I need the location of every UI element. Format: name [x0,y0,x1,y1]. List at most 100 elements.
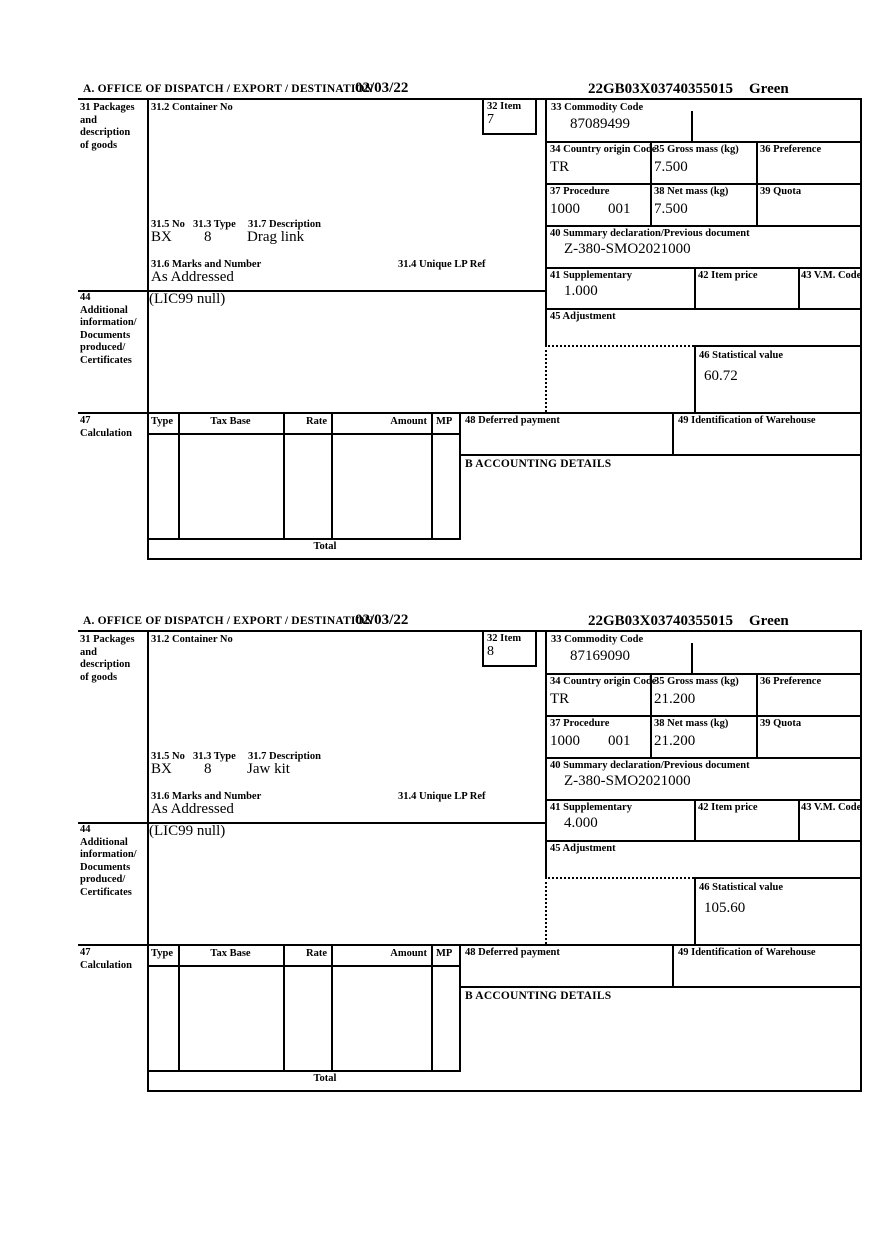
adjustment-label: 45 Adjustment [550,311,616,322]
additional-info-value: (LIC99 null) [149,823,226,839]
supplementary-label: 41 Supplementary [550,802,632,813]
net-mass-label: 38 Net mass (kg) [654,186,729,197]
divider-line [331,944,333,1070]
preference-label: 36 Preference [760,676,822,687]
divider-line [545,757,862,759]
divider-line [147,558,862,560]
divider-line [431,944,433,1070]
tax-mp-header: MP [436,948,453,959]
divider-line [283,412,285,538]
divider-line [459,986,862,988]
divider-line [545,183,862,185]
accounting-details-label: B ACCOUNTING DETAILS [465,990,612,1002]
divider-line [798,799,800,840]
divider-line [147,433,461,435]
additional-information-label: 44 Additional information/ Documents pro… [80,824,137,898]
additional-info-value: (LIC99 null) [149,291,226,307]
supplementary-value: 4.000 [564,815,598,831]
divider-line [694,799,696,840]
divider-line [545,141,862,143]
description-label: 31.7 Description [248,751,321,762]
commodity-code-label: 33 Commodity Code [551,102,644,113]
marks-value: As Addressed [151,801,234,817]
divider-line [147,630,149,1092]
divider-line [178,944,180,1070]
declaration-item-section-1: A. OFFICE OF DISPATCH / EXPORT / DESTINA… [0,80,882,580]
warehouse-id-label: 49 Identification of Warehouse [678,947,816,958]
procedure-value: 1000 [550,733,580,749]
net-mass-value: 21.200 [654,733,696,749]
preference-label: 36 Preference [760,144,822,155]
gross-mass-label: 35 Gross mass (kg) [654,676,739,687]
mrn-reference: 22GB03X03740355015 [588,613,734,629]
adjustment-label: 45 Adjustment [550,843,616,854]
statistical-value-label: 46 Statistical value [699,882,783,893]
package-no-label: 31.5 No [151,751,185,762]
divider-line [147,965,461,967]
warehouse-id-label: 49 Identification of Warehouse [678,415,816,426]
unique-lp-ref-label: 31.4 Unique LP Ref [398,259,486,270]
package-code-value: BX [151,229,172,245]
divider-line [535,630,537,665]
divider-line [545,630,547,877]
office-of-dispatch-label: A. OFFICE OF DISPATCH / EXPORT / DESTINA… [83,615,374,627]
calculation-label: 47 Calculation [80,415,132,439]
divider-line [459,944,461,1070]
packages-description-label: 31 Packages and description of goods [80,634,135,683]
divider-line [545,98,547,345]
item-number-value: 8 [487,644,494,659]
divider-line [459,412,461,538]
deferred-payment-label: 48 Deferred payment [465,947,560,958]
vm-code-label: 43 V.M. Code [801,270,862,281]
dotted-divider-line [545,345,547,412]
summary-declaration-label: 40 Summary declaration/Previous document [550,228,750,239]
goods-description-value: Jaw kit [247,761,290,777]
item-label: 32 Item [487,101,522,112]
dotted-divider-line [545,345,694,347]
packages-description-label: 31 Packages and description of goods [80,102,135,151]
mrn-reference: 22GB03X03740355015 [588,81,734,97]
country-origin-label: 34 Country origin Code [550,676,657,687]
divider-line [482,665,537,667]
procedure-label: 37 Procedure [550,718,610,729]
package-type-value: 8 [204,229,212,245]
declaration-item-section-2: A. OFFICE OF DISPATCH / EXPORT / DESTINA… [0,612,882,1112]
item-label: 32 Item [487,633,522,644]
divider-line [694,345,862,347]
total-label: Total [313,1073,337,1084]
divider-line [694,877,696,944]
divider-line [694,345,696,412]
quota-label: 39 Quota [760,718,802,729]
statistical-value: 60.72 [704,368,738,384]
total-label: Total [313,541,337,552]
gross-mass-label: 35 Gross mass (kg) [654,144,739,155]
item-price-label: 42 Item price [698,270,758,281]
commodity-code-value: 87169090 [570,648,630,664]
divider-line [482,630,484,665]
divider-line [147,538,461,540]
date-value: 02/03/22 [355,612,409,628]
divider-line [672,944,674,986]
supplementary-label: 41 Supplementary [550,270,632,281]
divider-line [545,715,862,717]
divider-line [78,944,862,946]
package-code-value: BX [151,761,172,777]
commodity-code-label: 33 Commodity Code [551,634,644,645]
statistical-value: 105.60 [704,900,746,916]
divider-line [545,308,862,310]
marks-number-label: 31.6 Marks and Number [151,259,262,270]
container-no-label: 31.2 Container No [151,102,233,113]
tax-base-header: Tax Base [210,416,251,427]
divider-line [694,877,862,879]
accounting-details-label: B ACCOUNTING DETAILS [465,458,612,470]
gross-mass-value: 21.200 [654,691,696,707]
tax-rate-header: Rate [306,948,327,959]
tax-amount-header: Amount [390,948,427,959]
package-type-label: 31.3 Type [193,751,236,762]
divider-line [691,111,693,141]
country-origin-value: TR [550,159,570,175]
divider-line [178,412,180,538]
divider-line [78,822,547,824]
package-no-label: 31.5 No [151,219,185,230]
